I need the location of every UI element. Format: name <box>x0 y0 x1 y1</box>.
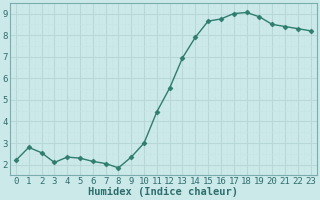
X-axis label: Humidex (Indice chaleur): Humidex (Indice chaleur) <box>88 187 238 197</box>
